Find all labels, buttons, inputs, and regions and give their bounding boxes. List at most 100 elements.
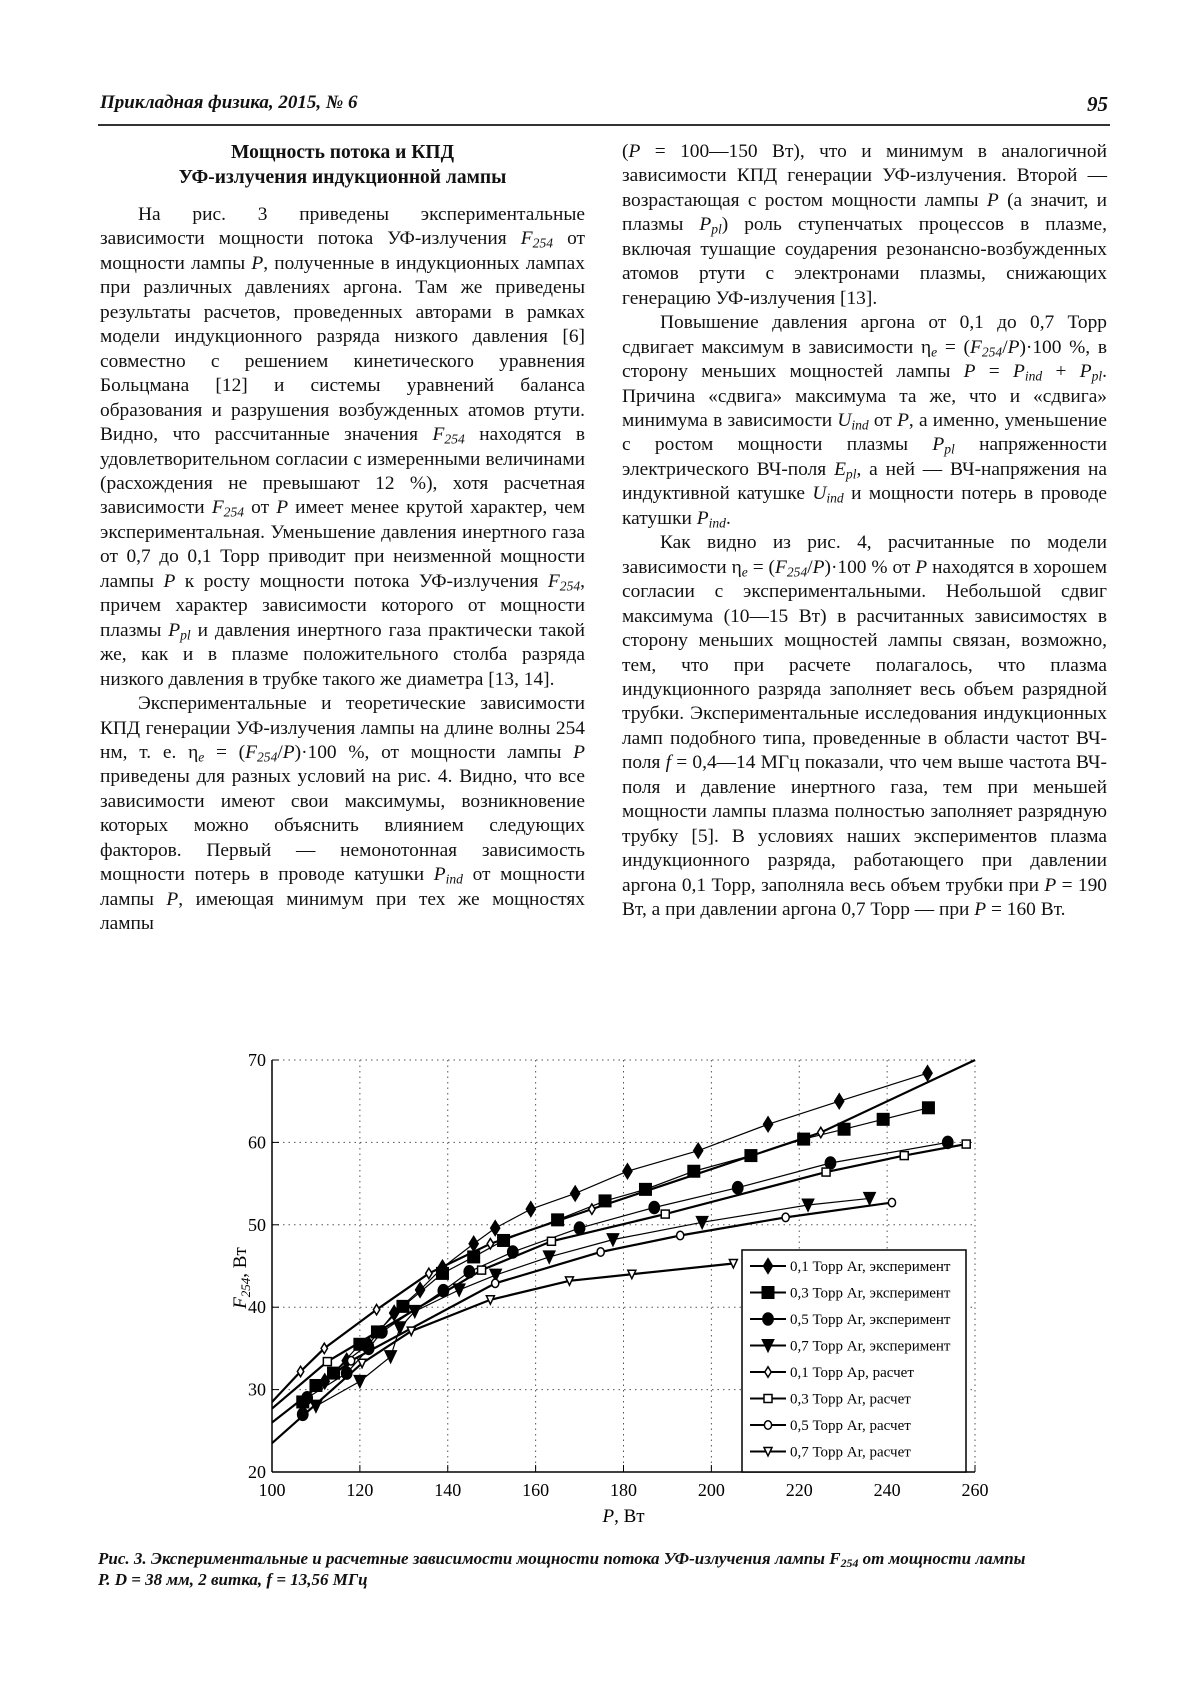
paragraph: Повышение давления аргона от 0,1 до 0,7 … xyxy=(622,312,1108,531)
data-point xyxy=(525,1200,537,1218)
data-point xyxy=(490,1278,500,1289)
x-tick-label: 220 xyxy=(786,1480,813,1500)
series-6 xyxy=(272,1139,971,1410)
math-symbol: P xyxy=(166,888,179,910)
x-tick-label: 240 xyxy=(874,1480,901,1500)
math-symbol: F254 xyxy=(432,424,465,447)
data-point xyxy=(486,1237,495,1251)
data-point xyxy=(899,1150,910,1161)
series-5 xyxy=(272,1059,975,1403)
data-point xyxy=(309,1378,323,1392)
y-tick-label: 20 xyxy=(248,1462,266,1482)
series-8 xyxy=(272,1258,739,1444)
data-point xyxy=(961,1139,971,1149)
math-symbol: F254 xyxy=(775,556,808,580)
math-symbol: P xyxy=(963,361,976,383)
legend-label: 0,1 Торр Ar, эксперимент xyxy=(790,1259,951,1275)
math-symbol: ηe xyxy=(731,556,748,580)
math-symbol: Epl xyxy=(834,458,857,482)
data-point xyxy=(887,1197,897,1208)
figure-3-chart: 100 120 140 160 180 200 220 240 260 20 30 40 50 60 70 P… xyxy=(230,1050,989,1527)
y-axis-label-var: F xyxy=(230,1297,251,1310)
legend-label: 0,3 Торр Ar, расчет xyxy=(790,1392,911,1408)
legend-label: 0,5 Торр Ar, эксперимент xyxy=(790,1312,951,1328)
x-axis-label-var: P xyxy=(601,1506,614,1527)
math-symbol: f xyxy=(665,752,672,774)
data-point xyxy=(372,1303,381,1317)
journal-header: Прикладная физика, 2015, № 6 xyxy=(100,92,358,113)
legend-label: 0,5 Торр Ar, расчет xyxy=(790,1418,911,1434)
legend-marker xyxy=(761,1339,775,1354)
math-symbol: Ppl xyxy=(699,214,722,237)
legend-label: 0,7 Торр Ar, расчет xyxy=(790,1445,911,1461)
data-point xyxy=(941,1135,954,1150)
math-symbol: Uind xyxy=(812,483,844,506)
data-point xyxy=(564,1276,575,1287)
legend-marker xyxy=(763,1365,773,1379)
data-point xyxy=(606,1233,620,1248)
data-point xyxy=(309,1399,323,1414)
math-symbol: P xyxy=(628,141,641,162)
data-point xyxy=(569,1184,581,1203)
math-symbol: Ppl xyxy=(932,434,955,457)
data-point xyxy=(346,1355,356,1366)
math-symbol: P xyxy=(1007,336,1020,358)
data-point xyxy=(695,1215,709,1231)
legend-box xyxy=(741,1249,967,1473)
section-title-line2: УФ-излучения индукционной лампы xyxy=(178,167,507,188)
data-point xyxy=(801,1198,815,1213)
y-tick-label: 70 xyxy=(248,1050,266,1070)
series-4 xyxy=(309,1191,877,1414)
legend: 0,1 Торр Ar, эксперимент 0,3 Торр Ar, экс… xyxy=(741,1249,967,1473)
math-symbol: P xyxy=(915,556,928,578)
page-number: 95 xyxy=(1087,92,1108,116)
y-tick-label: 30 xyxy=(248,1380,266,1400)
data-point xyxy=(322,1356,333,1367)
math-symbol: F254 xyxy=(211,497,245,520)
header-rule xyxy=(98,124,1110,126)
data-point xyxy=(648,1200,661,1215)
data-point xyxy=(296,1364,305,1379)
data-point xyxy=(921,1101,935,1115)
math-symbol: Ppl xyxy=(168,619,191,643)
paragraph: (P = 100—150 Вт), что и минимум в аналог… xyxy=(622,141,1107,309)
caption-line2: P. D = 38 мм, 2 витка, f = 13,56 МГц xyxy=(98,1570,368,1589)
data-point xyxy=(731,1180,744,1195)
x-tick-label: 100 xyxy=(259,1480,286,1500)
data-point xyxy=(596,1247,606,1257)
x-axis-label: P, Вт xyxy=(601,1506,645,1527)
math-symbol: P xyxy=(282,741,295,763)
data-point xyxy=(396,1299,410,1313)
legend-marker xyxy=(762,1257,774,1275)
legend-marker xyxy=(762,1446,774,1458)
math-symbol: F254 xyxy=(547,570,581,594)
data-point xyxy=(414,1281,426,1299)
data-point xyxy=(353,1374,367,1390)
data-point xyxy=(546,1236,557,1247)
math-symbol: P xyxy=(812,556,825,578)
data-point xyxy=(675,1230,685,1241)
left-column: На рис. 3 приведены экспериментальные за… xyxy=(100,203,585,937)
data-point xyxy=(622,1162,633,1180)
x-axis-label-unit: , Вт xyxy=(614,1506,645,1527)
data-point xyxy=(320,1341,329,1356)
paragraph: Экспериментальные и теоретические зависи… xyxy=(100,693,586,935)
data-point xyxy=(356,1358,368,1370)
math-symbol: P xyxy=(986,189,999,211)
data-point xyxy=(626,1269,638,1281)
data-point xyxy=(383,1350,398,1365)
math-symbol: Pind xyxy=(1013,361,1043,384)
data-point xyxy=(393,1321,407,1336)
y-axis-label-unit: , Вт xyxy=(230,1247,251,1278)
legend-marker xyxy=(763,1420,773,1430)
x-tick-label: 200 xyxy=(698,1480,725,1500)
math-symbol: Pind xyxy=(696,507,726,531)
data-point xyxy=(406,1326,417,1338)
paragraph: На рис. 3 приведены экспериментальные за… xyxy=(100,204,586,690)
caption-line1-a: Рис. 3. Экспериментальные и расчетные за… xyxy=(98,1549,841,1568)
caption-sub: 254 xyxy=(840,1555,859,1570)
series-7 xyxy=(272,1197,897,1424)
math-symbol: P xyxy=(573,741,585,763)
x-tick-label: 260 xyxy=(962,1480,989,1500)
legend-marker xyxy=(761,1286,775,1299)
